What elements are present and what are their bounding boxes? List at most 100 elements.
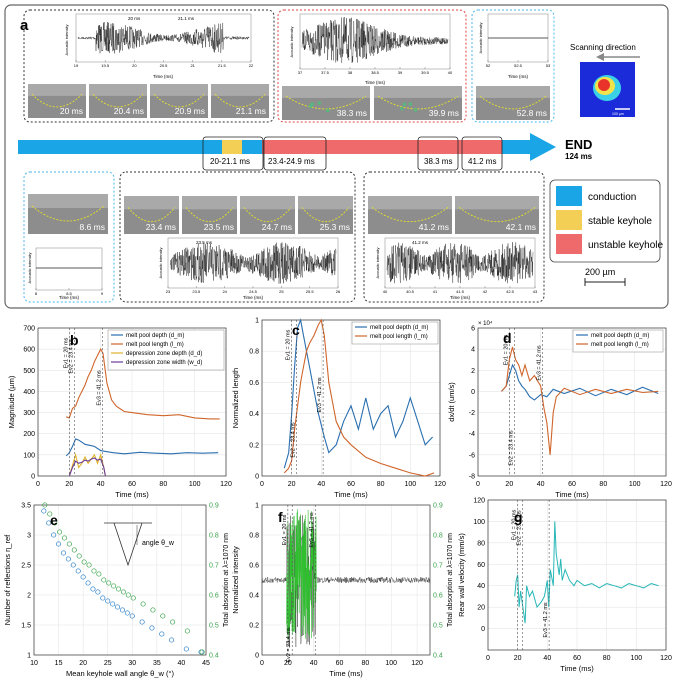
scatter-point-reflections xyxy=(41,508,47,514)
acoustic-trace-1 xyxy=(77,22,250,54)
panel-letter: f xyxy=(278,509,283,525)
y2-tick-label: 0.7 xyxy=(433,563,443,570)
timeline-label-1: 20-21.1 ms xyxy=(210,157,250,166)
timeline-label-4: 41.2 ms xyxy=(468,157,496,166)
x-tick-label: 0 xyxy=(36,481,40,488)
acoustic-2-xlabel: Time (ms) xyxy=(365,80,386,85)
x-tick-label: 120 xyxy=(660,481,672,488)
melt-pool-boundary xyxy=(377,95,459,110)
melt-pool-boundary xyxy=(214,93,266,108)
x-axis-label: Time (ms) xyxy=(334,490,368,499)
acoustic-tick-label: 19.5 xyxy=(101,63,110,68)
acoustic-tick-label: 53 xyxy=(546,63,551,68)
x-tick-label: 80 xyxy=(377,481,385,488)
acoustic-signal xyxy=(301,17,449,64)
xray-powder-layer xyxy=(282,86,370,98)
melt-pool-boundary xyxy=(31,93,83,108)
frames-top-left: 20 ms 20.4 ms 20.9 ms 21.1 ms xyxy=(28,84,269,118)
inset-angle-label: angle θ_w xyxy=(142,540,175,547)
acoustic-tick-label: 43 xyxy=(533,289,538,294)
acoustic-tick-label: 8 xyxy=(35,291,38,296)
x-tick-label: 40 xyxy=(317,481,325,488)
y-tick-label: 0 xyxy=(255,653,259,660)
acoustic-tick-label: 25.5 xyxy=(306,289,315,294)
y-tick-label: -6 xyxy=(469,452,475,459)
xray-powder-layer xyxy=(240,196,295,210)
acoustic-5-xlabel: Time (ms) xyxy=(243,295,264,300)
scatter-point-absorption xyxy=(86,562,92,568)
x-tick-label: 80 xyxy=(599,481,607,488)
frame-time-label: 24.7 ms xyxy=(262,222,292,232)
acoustic-3-ticks: 52 52.5 53 xyxy=(486,60,551,68)
scatter-point-reflections xyxy=(159,631,165,637)
scatter-point-absorption xyxy=(170,619,176,625)
y2-axis-label: Total absorption at λ=1070 nm xyxy=(447,533,454,627)
y-tick-label: 700 xyxy=(23,326,35,333)
y2-tick-label: 0.4 xyxy=(433,653,443,660)
x-tick-label: 40 xyxy=(310,660,318,667)
x-tick-label: 60 xyxy=(336,660,344,667)
pore xyxy=(308,104,313,109)
x-tick-label: 120 xyxy=(660,655,672,662)
x-tick-label: 80 xyxy=(159,481,167,488)
box-bottom-left xyxy=(23,171,115,303)
legend-label: depression zone width (w_d) xyxy=(126,360,202,366)
acoustic-plot-4-frame xyxy=(35,247,103,291)
x-tick-label: 80 xyxy=(603,655,611,662)
series-line xyxy=(65,438,219,457)
acoustic-tick-label: 24.5 xyxy=(249,289,258,294)
acoustic-1-ticks: 19 19.5 20 20.5 21 21.5 22 xyxy=(74,60,254,68)
panel-letter: e xyxy=(50,512,58,528)
legend-swatch-conduction xyxy=(556,186,582,206)
scatter-point-reflections xyxy=(183,646,189,652)
acoustic-3-xlabel: Time (ms) xyxy=(508,74,529,79)
box-top-mid xyxy=(277,9,467,123)
panel-a-letter: a xyxy=(20,17,29,34)
acoustic-tick-label: 23 xyxy=(166,289,171,294)
y-tick-label: 2.5 xyxy=(21,563,31,570)
acoustic-4-ticks: 8 8.5 9 xyxy=(35,288,104,296)
y-tick-label: 1.5 xyxy=(21,623,31,630)
x-tick-label: 20 xyxy=(284,660,292,667)
legend-label: melt pool length (l_m) xyxy=(126,342,184,348)
acoustic-tick-label: 40 xyxy=(383,289,388,294)
y-tick-label: 0 xyxy=(255,474,259,481)
legend-label: melt pool depth (d_m) xyxy=(126,333,184,339)
panel-letter: g xyxy=(514,509,523,525)
scatter-point-absorption xyxy=(101,577,107,583)
scatter-point-absorption xyxy=(52,520,58,526)
y-tick-label: 6 xyxy=(471,326,475,333)
y-axis-label: Magnitude (µm) xyxy=(7,375,16,428)
scatter-point-reflections xyxy=(129,613,135,619)
scatter-point-reflections xyxy=(75,568,81,574)
acoustic-signal xyxy=(169,242,337,284)
x-tick-label: 120 xyxy=(434,481,446,488)
acoustic-tick-label: 52.5 xyxy=(514,63,523,68)
y-tick-label: 600 xyxy=(23,347,35,354)
scatter-point-absorption xyxy=(66,541,72,547)
y-tick-label: 0.6 xyxy=(249,563,259,570)
xray-powder-layer xyxy=(28,194,108,208)
acoustic-signal xyxy=(77,22,250,54)
xray-powder-layer xyxy=(455,196,539,210)
scatter-point-reflections xyxy=(56,541,62,547)
pore xyxy=(400,106,404,111)
y2-axis-label: Total absorption at λ=1070 nm xyxy=(223,533,230,627)
xray-powder-layer xyxy=(28,84,86,96)
x-tick-label: 100 xyxy=(629,481,641,488)
scatter-point-absorption xyxy=(71,547,77,553)
scatter-point-absorption xyxy=(47,511,53,517)
timeline-unstable-keyhole xyxy=(262,140,502,154)
acoustic-tick-label: 37.5 xyxy=(321,70,330,75)
acoustic-tick-label: 37 xyxy=(298,70,303,75)
acoustic-tick-label: 23.5 xyxy=(192,289,201,294)
scatter-point-absorption xyxy=(115,586,122,592)
acoustic-tick-label: 38.5 xyxy=(371,70,380,75)
timeline-label-3: 38.3 ms xyxy=(424,157,452,166)
timeline-stable-keyhole xyxy=(222,140,242,154)
y2-tick-label: 0.9 xyxy=(433,503,443,510)
scatter-point-absorption xyxy=(91,568,97,574)
scatter-point-reflections xyxy=(149,625,155,631)
frames-bottom-left: 8.6 ms xyxy=(28,194,108,234)
